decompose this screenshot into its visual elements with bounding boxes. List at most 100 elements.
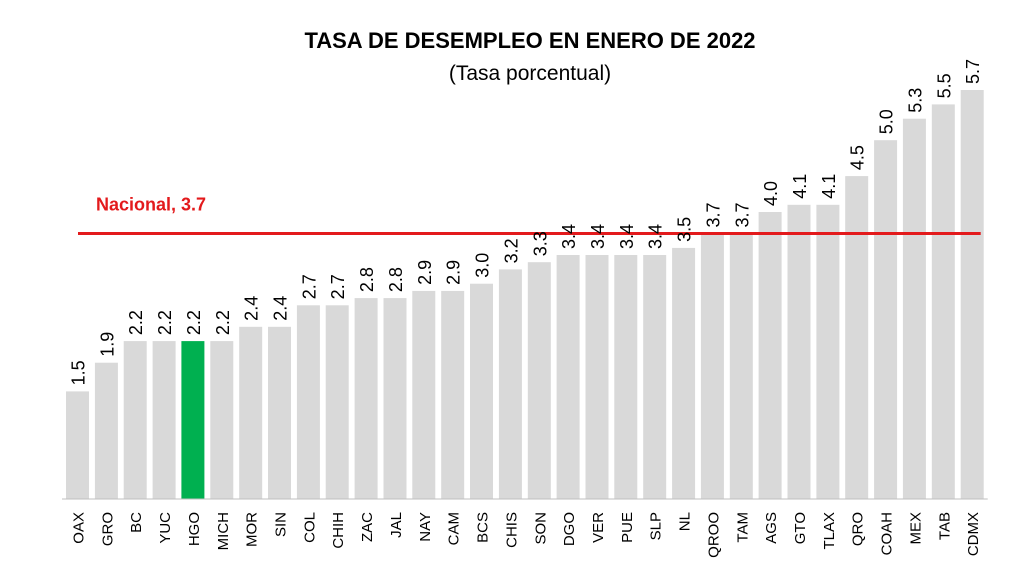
bar-jal <box>383 298 407 499</box>
value-label-gto: 4.1 <box>790 174 810 199</box>
category-label-cdmx: CDMX <box>965 512 982 556</box>
value-label-son: 3.3 <box>530 231 550 256</box>
category-label-bcs: BCS <box>475 512 492 543</box>
value-label-tam: 3.7 <box>732 202 752 227</box>
bar-zac <box>354 298 378 499</box>
bar-gto <box>787 204 811 500</box>
bar-chih <box>325 305 349 499</box>
value-label-tab: 5.5 <box>934 73 954 98</box>
category-label-sin: SIN <box>273 512 290 537</box>
category-label-chih: CHIH <box>330 512 347 549</box>
value-label-hgo: 2.2 <box>184 310 204 335</box>
bar-yuc <box>152 341 176 499</box>
bar-mex <box>902 118 926 499</box>
category-label-ver: VER <box>590 512 607 543</box>
value-label-yuc: 2.2 <box>155 310 175 335</box>
category-label-tlax: TLAX <box>821 512 838 550</box>
value-label-chih: 2.7 <box>328 274 348 299</box>
bar-oax <box>66 391 89 499</box>
bar-qroo <box>700 233 724 499</box>
category-label-qro: QRO <box>850 512 867 546</box>
value-label-qroo: 3.7 <box>703 202 723 227</box>
category-label-zac: ZAC <box>359 512 376 542</box>
bar-gro <box>94 362 118 499</box>
value-label-pue: 3.4 <box>617 224 637 249</box>
category-label-jal: JAL <box>388 512 405 538</box>
bar-slp <box>643 255 667 499</box>
bar-mich <box>210 341 234 499</box>
chart-title: TASA DE DESEMPLEO EN ENERO DE 2022 <box>304 28 756 53</box>
value-label-bcs: 3.0 <box>473 253 493 278</box>
category-label-qroo: QROO <box>705 512 722 558</box>
bar-coah <box>874 140 898 499</box>
category-label-coah: COAH <box>879 512 896 555</box>
category-label-cam: CAM <box>446 512 463 545</box>
bar-ver <box>585 255 609 499</box>
category-label-gto: GTO <box>792 512 809 544</box>
bar-hgo <box>181 341 205 499</box>
bar-cdmx <box>960 90 984 499</box>
category-label-slp: SLP <box>648 512 665 540</box>
bar-pue <box>614 255 638 499</box>
bar-mor <box>239 326 263 499</box>
category-label-tab: TAB <box>936 512 953 540</box>
value-label-cam: 2.9 <box>444 260 464 285</box>
value-label-mor: 2.4 <box>242 296 262 321</box>
value-labels-group: 1.5 1.9 2.2 2.2 2.2 2.2 2.4 2.4 2.7 2.7 2.8 2.8 2.9 2… <box>69 59 984 385</box>
bar-tab <box>931 104 955 500</box>
bar-nay <box>412 290 436 499</box>
value-label-dgo: 3.4 <box>559 224 579 249</box>
category-label-mich: MICH <box>215 512 232 550</box>
bar-sin <box>268 326 291 499</box>
bar-dgo <box>556 255 580 499</box>
bars-group <box>66 90 984 500</box>
value-label-mich: 2.2 <box>213 310 233 335</box>
category-label-son: SON <box>532 512 549 545</box>
bar-bc <box>123 341 147 499</box>
national-reference-label: Nacional, 3.7 <box>96 195 206 215</box>
category-label-bc: BC <box>128 512 145 533</box>
bar-son <box>527 262 551 499</box>
value-label-ver: 3.4 <box>588 224 608 249</box>
bar-cam <box>441 290 465 499</box>
bar-ags <box>758 212 782 499</box>
value-label-slp: 3.4 <box>646 224 666 249</box>
category-label-nl: NL <box>677 512 694 531</box>
category-label-mor: MOR <box>244 512 261 547</box>
category-label-gro: GRO <box>99 512 116 546</box>
value-label-sin: 2.4 <box>271 296 291 321</box>
category-label-hgo: HGO <box>186 512 203 546</box>
category-label-oax: OAX <box>71 512 88 544</box>
value-label-oax: 1.5 <box>69 360 89 385</box>
bar-tam <box>729 233 753 499</box>
category-label-yuc: YUC <box>157 512 174 544</box>
category-label-tam: TAM <box>734 512 751 543</box>
bar-nl <box>672 247 696 499</box>
value-label-nl: 3.5 <box>675 217 695 242</box>
value-label-ags: 4.0 <box>761 181 781 206</box>
bar-chis <box>498 269 522 499</box>
category-label-dgo: DGO <box>561 512 578 546</box>
category-label-chis: CHIS <box>503 512 520 548</box>
bar-bcs <box>470 283 493 499</box>
category-label-nay: NAY <box>417 512 434 542</box>
value-label-qro: 4.5 <box>848 145 868 170</box>
category-label-pue: PUE <box>619 512 636 543</box>
value-label-gro: 1.9 <box>97 332 117 357</box>
value-label-col: 2.7 <box>299 274 319 299</box>
category-label-mex: MEX <box>907 512 924 545</box>
bar-col <box>296 305 320 499</box>
value-label-coah: 5.0 <box>877 109 897 134</box>
bar-qro <box>845 176 869 499</box>
category-label-ags: AGS <box>763 512 780 544</box>
value-label-zac: 2.8 <box>357 267 377 292</box>
value-label-bc: 2.2 <box>126 310 146 335</box>
value-label-cdmx: 5.7 <box>963 59 983 84</box>
value-label-nay: 2.9 <box>415 260 435 285</box>
category-label-col: COL <box>301 512 318 543</box>
category-labels-group: OAX GRO BC YUC HGO MICH MOR SIN COL CHIH ZAC JAL NAY… <box>71 512 983 558</box>
value-label-jal: 2.8 <box>386 267 406 292</box>
value-label-chis: 3.2 <box>501 238 521 263</box>
value-label-mex: 5.3 <box>905 88 925 113</box>
